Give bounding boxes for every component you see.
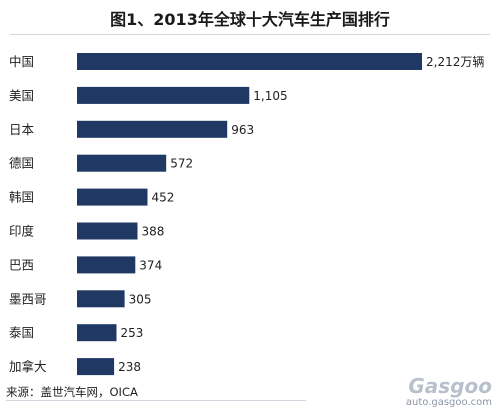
title-divider (10, 34, 490, 35)
category-label: 巴西 (9, 257, 34, 272)
category-label: 德国 (9, 156, 34, 171)
value-label: 388 (142, 225, 165, 239)
bar (77, 86, 250, 104)
value-label: 2,212万辆 (426, 55, 484, 69)
bar (77, 120, 228, 138)
value-label: 253 (121, 326, 144, 340)
chart-title: 图1、2013年全球十大汽车生产国排行 (110, 10, 390, 29)
bar (77, 188, 148, 206)
value-label: 238 (118, 360, 141, 374)
source-divider (6, 400, 306, 401)
bar (77, 154, 167, 172)
bar (77, 324, 117, 342)
value-label: 963 (231, 123, 254, 137)
category-label: 日本 (9, 122, 35, 137)
category-label: 韩国 (9, 190, 34, 205)
bar (77, 290, 125, 308)
category-label: 泰国 (9, 325, 34, 340)
category-label: 美国 (9, 88, 34, 103)
watermark-brand: Gasgoo (408, 374, 492, 398)
category-label: 加拿大 (9, 359, 47, 374)
category-label: 墨西哥 (9, 291, 47, 306)
category-label: 中国 (9, 54, 34, 69)
value-label: 374 (139, 258, 162, 272)
category-label: 印度 (9, 224, 35, 239)
value-label: 1,105 (253, 89, 287, 103)
bar (77, 256, 136, 274)
bar (77, 222, 138, 240)
bar (77, 53, 422, 70)
source-note: 来源：盖世汽车网，OICA (6, 385, 138, 399)
gasgoo-watermark: Gasgoo auto.gasgoo.com (406, 375, 492, 408)
bar (77, 358, 115, 376)
value-label: 452 (152, 191, 175, 205)
value-label: 572 (170, 157, 193, 171)
value-label: 305 (129, 292, 152, 306)
watermark-url: auto.gasgoo.com (405, 397, 492, 408)
